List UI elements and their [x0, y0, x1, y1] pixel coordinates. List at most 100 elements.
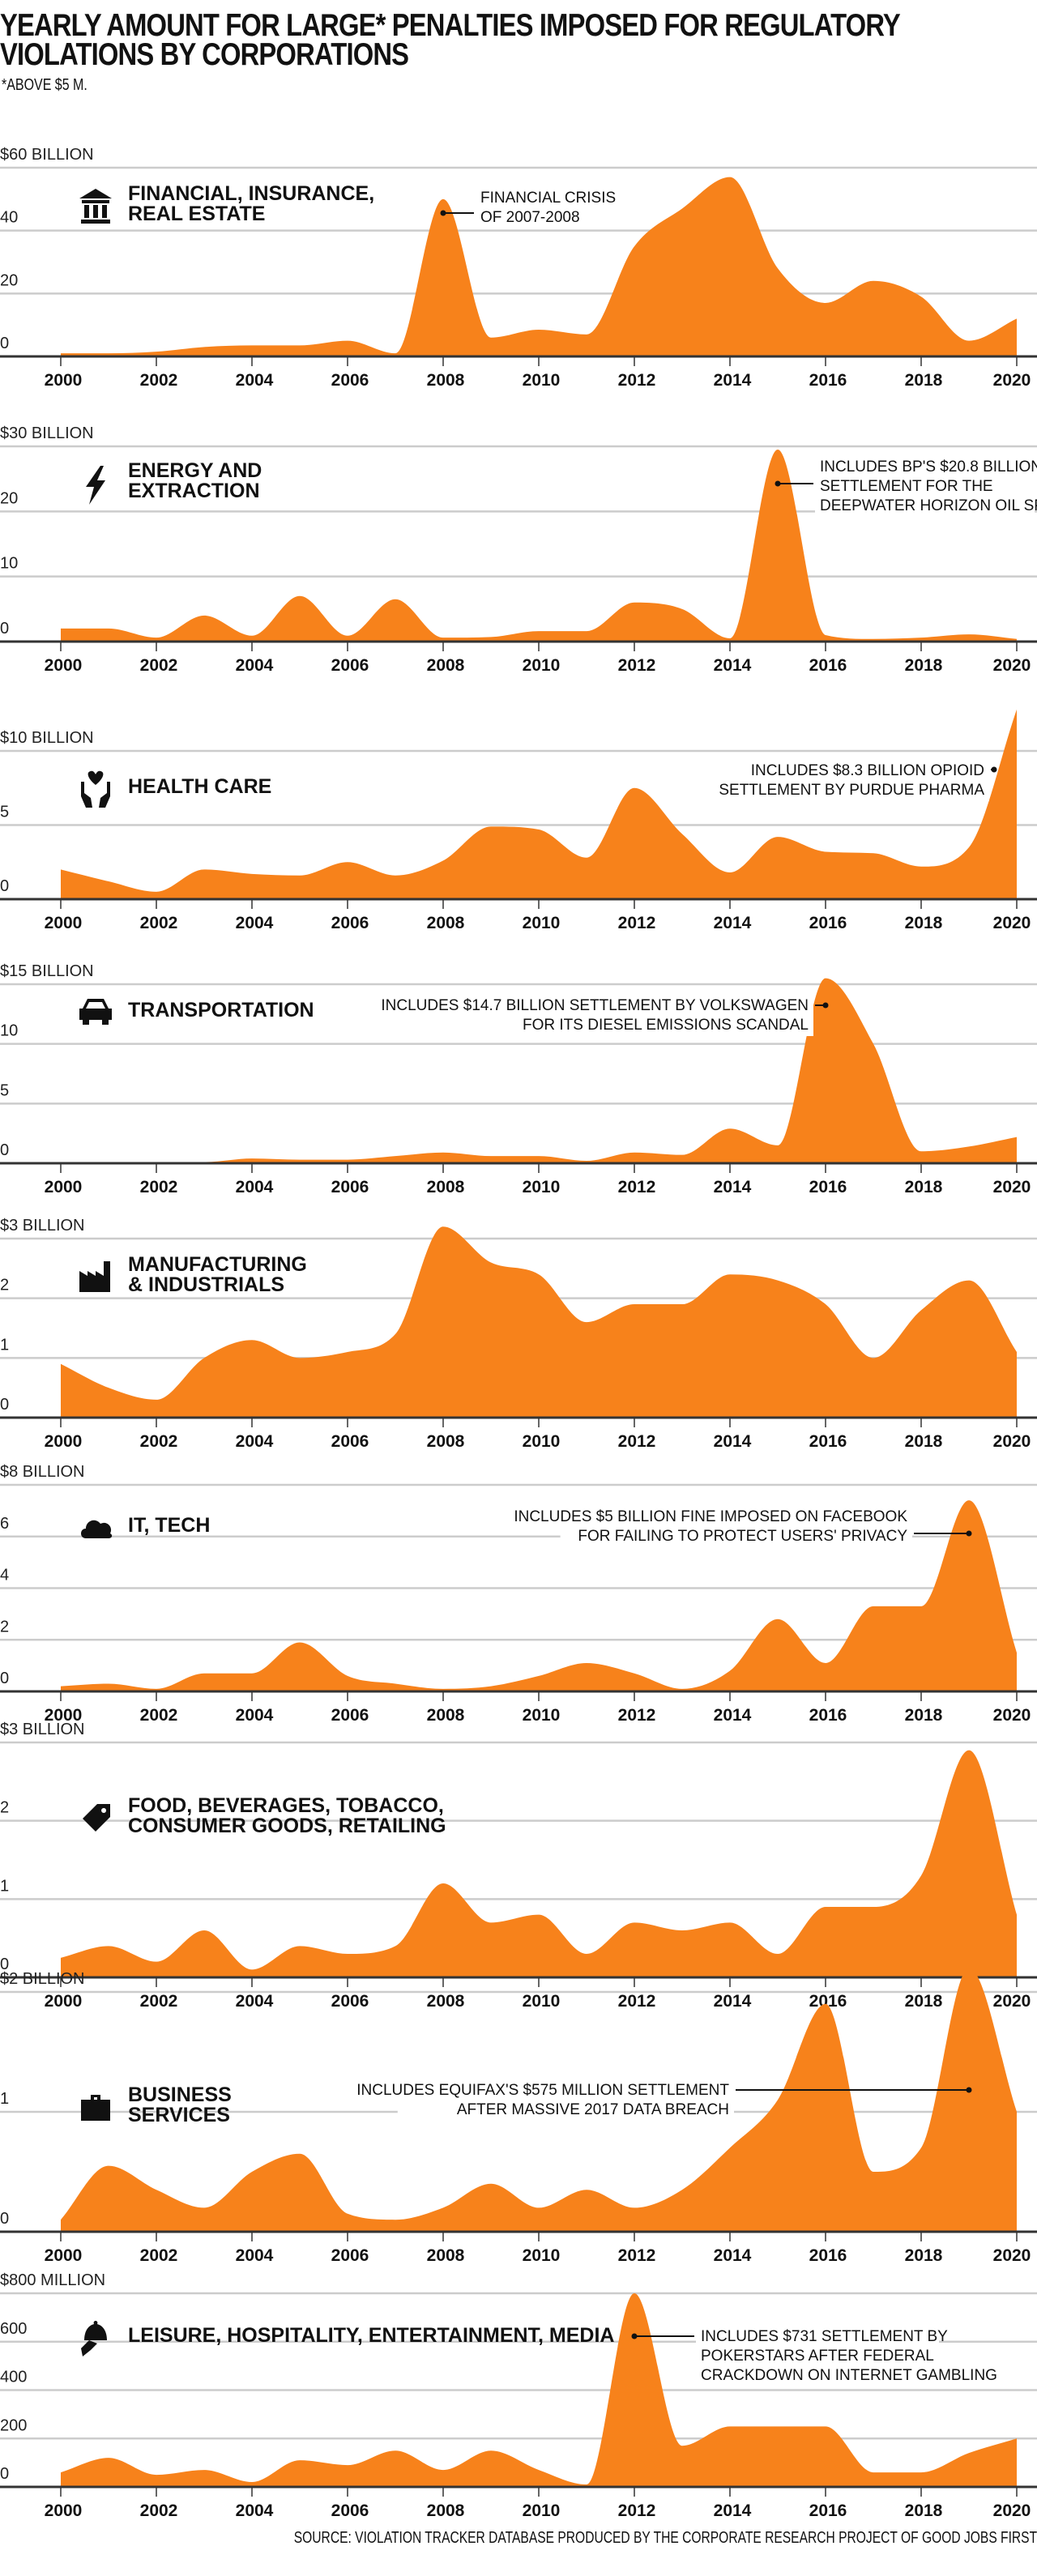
- x-tick-label: 2002: [140, 1992, 178, 2011]
- x-tick-label: 2012: [618, 1178, 656, 1196]
- category-label: MANUFACTURING: [128, 1253, 307, 1276]
- category-label: EXTRACTION: [128, 480, 260, 502]
- x-tick-label: 2014: [714, 371, 752, 390]
- annotation-text: SETTLEMENT BY PURDUE PHARMA: [719, 782, 984, 799]
- serving-hand-icon: [81, 2321, 107, 2356]
- title-line-2: VIOLATIONS BY CORPORATIONS: [0, 37, 409, 72]
- y-tick-label: 5: [0, 1081, 9, 1099]
- x-tick-label: 2004: [236, 1706, 274, 1725]
- x-tick-label: 2014: [714, 914, 752, 932]
- x-tick-label: 2006: [331, 1706, 369, 1725]
- x-tick-label: 2000: [45, 656, 83, 675]
- x-tick-label: 2018: [905, 1706, 943, 1725]
- x-tick-label: 2014: [714, 656, 752, 675]
- category-label: SERVICES: [128, 2104, 230, 2126]
- x-tick-label: 2000: [45, 1432, 83, 1451]
- x-tick-label: 2020: [993, 2246, 1031, 2265]
- x-tick-label: 2012: [618, 1992, 656, 2011]
- y-tick-label: 2: [0, 1277, 9, 1294]
- x-tick-label: 2006: [331, 656, 369, 675]
- x-tick-label: 2000: [45, 2501, 83, 2520]
- annotation-text: FOR FAILING TO PROTECT USERS' PRIVACY: [578, 1528, 907, 1545]
- category-label: FOOD, BEVERAGES, TOBACCO,: [128, 1794, 444, 1817]
- y-tick-label: 4: [0, 1567, 9, 1584]
- x-tick-label: 2010: [523, 1432, 561, 1451]
- y-tick-label: 5: [0, 804, 9, 821]
- panel-2: 0 10 20 $30 BILLION 2000 2002 2004 2006 2008 2010…: [0, 424, 1037, 675]
- x-tick-label: 2004: [236, 371, 274, 390]
- y-tick-label: 0: [0, 1141, 9, 1159]
- y-tick-label: $30 BILLION: [0, 424, 94, 442]
- y-tick-label: 0: [0, 877, 9, 895]
- annotation-background: [397, 2079, 734, 2121]
- subtitle: *ABOVE $5 M.: [2, 76, 87, 94]
- x-tick-label: 2016: [809, 2501, 847, 2520]
- y-tick-label: 0: [0, 335, 9, 352]
- annotation-background: [696, 2325, 939, 2386]
- annotation-background: [437, 994, 813, 1036]
- y-tick-label: 10: [0, 555, 18, 573]
- annotation-text: INCLUDES BP'S $20.8 BILLION: [820, 458, 1037, 476]
- panel-8: 0 1 $2 BILLION 2000 2002 2004 2006 2008 2010 2012…: [0, 1968, 1037, 2265]
- x-tick-label: 2002: [140, 914, 178, 932]
- y-tick-label: $2 BILLION: [0, 1970, 85, 1988]
- area-series: [61, 2293, 1017, 2487]
- area-series: [61, 709, 1017, 899]
- x-tick-label: 2018: [905, 371, 943, 390]
- annotation-background: [815, 455, 1035, 517]
- x-tick-label: 2008: [427, 1992, 465, 2011]
- x-tick-label: 2020: [993, 1432, 1031, 1451]
- cloud-wifi-icon: [81, 1520, 113, 1538]
- x-tick-label: 2004: [236, 1178, 274, 1196]
- area-series: [61, 450, 1017, 642]
- x-tick-label: 2008: [427, 2501, 465, 2520]
- x-tick-label: 2016: [809, 1706, 847, 1725]
- annotation-text: SETTLEMENT FOR THE: [820, 478, 993, 495]
- x-tick-label: 2002: [140, 371, 178, 390]
- x-tick-label: 2006: [331, 914, 369, 932]
- briefcase-icon: [81, 2095, 110, 2121]
- area-series: [61, 1750, 1017, 1977]
- y-tick-label: $3 BILLION: [0, 1217, 85, 1235]
- area-series: [61, 978, 1017, 1163]
- panel-7: 0 1 2 $3 BILLION 2000 2002 2004 2006 2008 2010 201…: [0, 1721, 1037, 2011]
- x-tick-label: 2010: [523, 2501, 561, 2520]
- x-tick-label: 2008: [427, 914, 465, 932]
- x-tick-label: 2010: [523, 371, 561, 390]
- panel-6: 0 2 4 6 $8 BILLION 2000 2002 2004 2006 2008 2010 20…: [0, 1463, 1037, 1725]
- x-tick-label: 2002: [140, 1178, 178, 1196]
- annotation-text: FOR ITS DIESEL EMISSIONS SCANDAL: [523, 1017, 809, 1034]
- title-line-1: YEARLY AMOUNT FOR LARGE* PENALTIES IMPOS…: [0, 8, 901, 43]
- panel-4: 0 5 10 $15 BILLION 2000 2002 2004 2006 2008 2010 2…: [0, 962, 1037, 1196]
- x-tick-label: 2016: [809, 1992, 847, 2011]
- annotation-dot: [775, 480, 781, 487]
- x-tick-label: 2000: [45, 2246, 83, 2265]
- x-tick-label: 2018: [905, 1178, 943, 1196]
- y-tick-label: 0: [0, 2465, 9, 2483]
- x-tick-label: 2018: [905, 914, 943, 932]
- x-tick-label: 2008: [427, 1706, 465, 1725]
- hands-heart-icon: [81, 770, 110, 808]
- factory-icon: [79, 1261, 110, 1292]
- annotation-dot: [631, 2333, 638, 2339]
- x-tick-label: 2016: [809, 2246, 847, 2265]
- area-series: [61, 1226, 1017, 1418]
- x-tick-label: 2012: [618, 914, 656, 932]
- lightning-bolt-icon: [86, 466, 105, 505]
- panel-3: 0 5 $10 BILLION 2000 2002 2004 2006 2008 2010 201…: [0, 709, 1037, 932]
- annotation-text: INCLUDES $14.7 BILLION SETTLEMENT BY VOL…: [381, 997, 809, 1014]
- chart-title: YEARLY AMOUNT FOR LARGE* PENALTIES IMPOS…: [0, 8, 901, 72]
- x-tick-label: 2010: [523, 1178, 561, 1196]
- annotation-text: INCLUDES $8.3 BILLION OPIOID: [751, 762, 984, 779]
- x-tick-label: 2008: [427, 1178, 465, 1196]
- annotation-background: [762, 759, 989, 801]
- x-tick-label: 2012: [618, 2246, 656, 2265]
- category-label: REAL ESTATE: [128, 203, 265, 225]
- x-tick-label: 2020: [993, 371, 1031, 390]
- x-tick-label: 2012: [618, 1432, 656, 1451]
- x-tick-label: 2016: [809, 1178, 847, 1196]
- annotation-text: INCLUDES EQUIFAX'S $575 MILLION SETTLEME…: [356, 2082, 729, 2099]
- x-tick-label: 2020: [993, 656, 1031, 675]
- y-tick-label: 20: [0, 271, 18, 289]
